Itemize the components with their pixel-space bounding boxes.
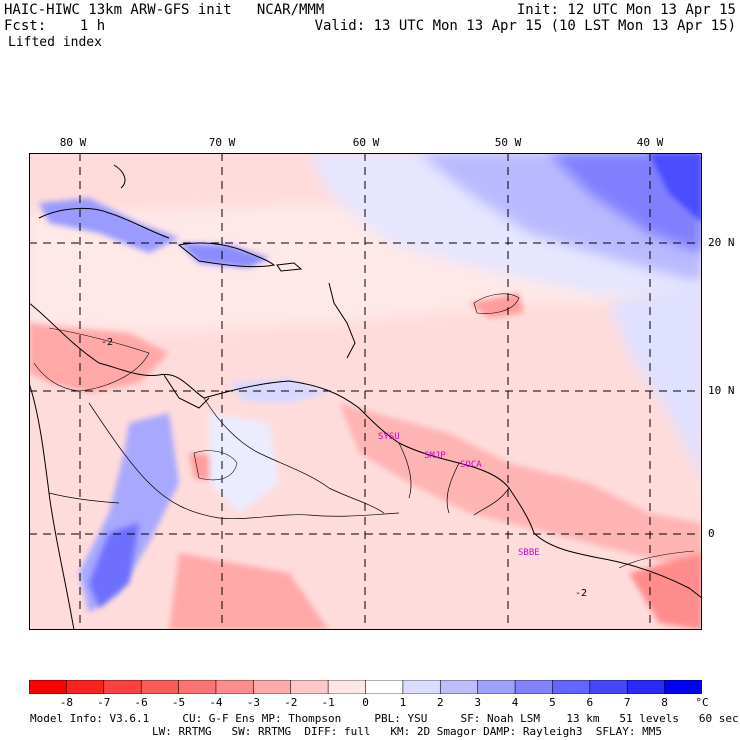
venezuela-positive <box>229 378 329 403</box>
colorbar-swatch <box>103 680 142 694</box>
colorbar-swatch <box>477 680 516 694</box>
colorbar-tick-label: -2 <box>284 696 298 709</box>
colorbar-swatch <box>178 680 217 694</box>
station-soca: SOCA <box>460 460 482 470</box>
lon-label-50w: 50 W <box>494 136 522 149</box>
lon-label-70w: 70 W <box>208 136 236 149</box>
border-ecuador <box>48 492 120 504</box>
llanos-neutral <box>209 413 279 513</box>
station-smjp: SMJP <box>424 451 446 461</box>
border-venezuela-brazil <box>203 397 385 514</box>
florida-keys <box>113 164 126 189</box>
colorbar-swatch <box>290 680 329 694</box>
model-info-line2: LW: RRTMG SW: RRTMG DIFF: full KM: 2D Sm… <box>152 725 662 738</box>
colorbar-swatch <box>589 680 629 694</box>
andes-positive-2 <box>89 523 139 608</box>
colorbar-swatch <box>402 680 442 694</box>
station-sbbe: SBBE <box>518 548 540 558</box>
colorbar-swatch <box>552 680 591 694</box>
colorbar-tick-label: -1 <box>321 696 335 709</box>
init-time: Init: 12 UTC Mon 13 Apr 15 <box>516 2 736 18</box>
south-america-coast <box>29 302 702 599</box>
lifted-index-map: -2 -2 <box>29 153 702 630</box>
negative-patch-south <box>169 553 329 630</box>
colorbar-tick-label: 5 <box>549 696 556 709</box>
border-french-guiana <box>473 487 510 516</box>
colorbar-swatch <box>253 680 292 694</box>
colorbar-tick-label: -7 <box>97 696 111 709</box>
colorbar-swatch <box>439 680 479 694</box>
colorbar-swatch <box>365 680 404 694</box>
model-title: HAIC-HIWC 13km ARW-GFS init NCAR/MMM <box>4 2 325 18</box>
colorbar-tick-label: 6 <box>586 696 594 709</box>
colorbar-tick-label: -8 <box>59 696 73 709</box>
lon-label-40w: 40 W <box>636 136 664 149</box>
colorbar-swatch <box>626 680 666 694</box>
colorbar-tick-label: -4 <box>209 696 223 709</box>
model-info-line1: Model Info: V3.6.1 CU: G-F Ens MP: Thomp… <box>30 712 739 725</box>
colorbar-tick-label: 7 <box>623 696 631 709</box>
forecast-hour: Fcst: 1 h <box>4 18 106 34</box>
negative-patch-west <box>29 323 169 393</box>
colorbar-tick-label: 1 <box>399 696 407 709</box>
border-guyana <box>398 442 412 499</box>
contour-west <box>33 327 150 392</box>
colorbar-swatch <box>327 680 367 694</box>
colorbar-tick-label: -5 <box>171 696 186 709</box>
positive-region-ne-4 <box>649 153 702 223</box>
positive-region-east <box>609 283 702 483</box>
lat-label-equator: 0 <box>708 527 715 540</box>
contour-east <box>618 550 695 569</box>
borders <box>48 397 510 519</box>
contour-andes <box>193 450 238 481</box>
contours <box>33 293 695 569</box>
field-name: Lifted index <box>8 35 102 50</box>
colorbar-swatch <box>664 680 702 694</box>
colorbar-tick-label: 2 <box>436 696 444 709</box>
valid-time: Valid: 13 UTC Mon 13 Apr 15 (10 LST Mon … <box>314 18 736 34</box>
contour-label-west: -2 <box>101 337 113 348</box>
lon-label-80w: 80 W <box>59 136 87 149</box>
lon-label-60w: 60 W <box>352 136 380 149</box>
colorbar-tick-label: 3 <box>474 696 481 709</box>
puerto-rico-coast <box>276 262 303 272</box>
colorbar-tick-label: -3 <box>246 696 260 709</box>
contour-central <box>473 293 520 314</box>
map-frame <box>29 153 702 630</box>
colorbar-tick-label: -6 <box>134 696 148 709</box>
lat-label-10n: 10 N <box>708 384 735 397</box>
negative-patch-central <box>469 293 524 318</box>
colorbar-swatch <box>514 680 554 694</box>
cuba-positive <box>39 198 179 253</box>
border-suriname <box>446 462 460 514</box>
colorbar-swatch <box>66 680 105 694</box>
station-sysu: SYSU <box>378 432 400 442</box>
cuba-coast <box>38 208 170 239</box>
negative-patch-brazil <box>629 553 702 630</box>
colorbar-swatch <box>29 680 68 694</box>
lat-lon-grid <box>29 153 702 630</box>
contour-label-east: -2 <box>575 588 587 599</box>
lat-label-20n: 20 N <box>708 236 735 249</box>
colorbar-tick-label: 0 <box>362 696 369 709</box>
colorbar-swatch <box>140 680 180 694</box>
hispaniola-coast <box>177 242 276 268</box>
venezuela-gulf <box>163 374 210 409</box>
colorbar-swatch <box>215 680 255 694</box>
colorbar-tick-label: 4 <box>511 696 519 709</box>
colorbar-unit: °C <box>695 696 709 709</box>
colorbar-tick-label: 8 <box>661 696 668 709</box>
negative-band-guiana <box>339 403 702 573</box>
colorbar <box>29 680 702 694</box>
border-colombia-peru <box>88 402 400 519</box>
lesser-antilles <box>328 282 356 359</box>
